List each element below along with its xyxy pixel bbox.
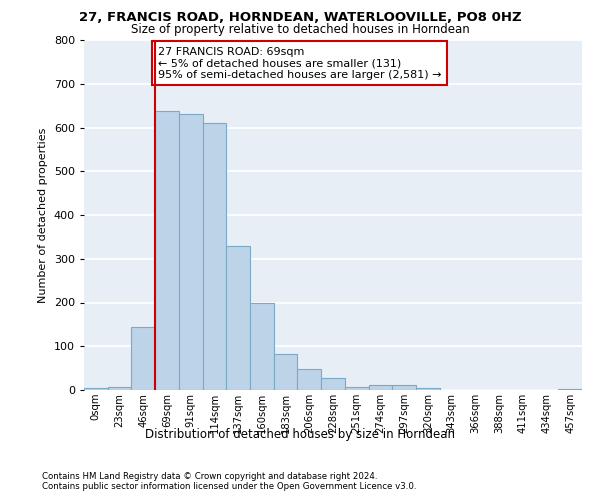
Text: Distribution of detached houses by size in Horndean: Distribution of detached houses by size … xyxy=(145,428,455,441)
Text: Contains HM Land Registry data © Crown copyright and database right 2024.: Contains HM Land Registry data © Crown c… xyxy=(42,472,377,481)
Bar xyxy=(345,386,368,390)
Y-axis label: Number of detached properties: Number of detached properties xyxy=(38,128,48,302)
Bar xyxy=(155,111,179,390)
Bar xyxy=(368,385,392,390)
Bar xyxy=(179,114,203,390)
Text: Contains public sector information licensed under the Open Government Licence v3: Contains public sector information licen… xyxy=(42,482,416,491)
Text: Size of property relative to detached houses in Horndean: Size of property relative to detached ho… xyxy=(131,22,469,36)
Text: 27 FRANCIS ROAD: 69sqm
← 5% of detached houses are smaller (131)
95% of semi-det: 27 FRANCIS ROAD: 69sqm ← 5% of detached … xyxy=(158,46,441,80)
Bar xyxy=(321,378,345,390)
Text: 27, FRANCIS ROAD, HORNDEAN, WATERLOOVILLE, PO8 0HZ: 27, FRANCIS ROAD, HORNDEAN, WATERLOOVILL… xyxy=(79,11,521,24)
Bar xyxy=(298,368,321,390)
Bar xyxy=(274,354,298,390)
Bar xyxy=(558,389,582,390)
Bar xyxy=(108,388,131,390)
Bar xyxy=(250,302,274,390)
Bar xyxy=(226,246,250,390)
Bar xyxy=(203,123,226,390)
Bar xyxy=(392,385,416,390)
Bar xyxy=(131,328,155,390)
Bar xyxy=(416,388,440,390)
Bar xyxy=(84,388,108,390)
